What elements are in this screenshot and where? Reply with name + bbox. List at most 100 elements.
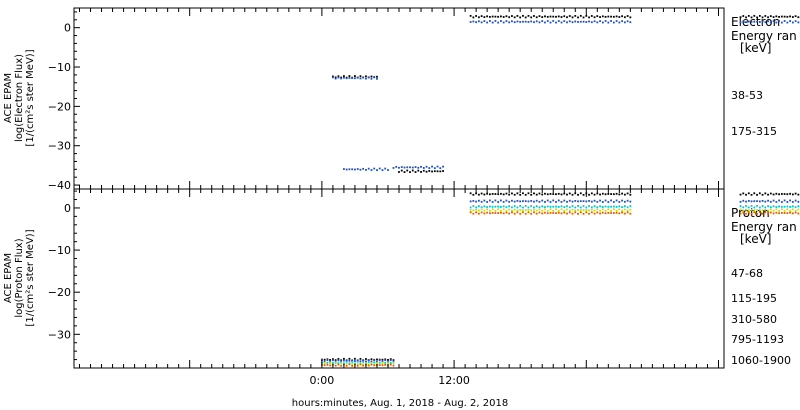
electron-point [522, 14, 524, 17]
proton-point [574, 211, 577, 214]
electron-point [343, 168, 345, 170]
proton-point [775, 208, 778, 211]
proton-point [577, 193, 579, 196]
electron-point [348, 75, 351, 77]
electron-point [607, 21, 610, 24]
proton-ytick-label--10: −10 [48, 244, 71, 257]
electron-point [411, 166, 414, 169]
proton-point [557, 206, 560, 208]
proton-point [789, 192, 792, 195]
electron-point [563, 20, 566, 23]
electron-point [530, 16, 533, 19]
proton-point [604, 205, 607, 208]
proton-point [599, 199, 601, 202]
proton-point [356, 359, 359, 362]
proton-point [323, 364, 326, 367]
electron-point [585, 21, 588, 23]
proton-point [365, 360, 367, 363]
electron-point [398, 171, 400, 173]
electron-point [533, 21, 535, 24]
electron-point [362, 167, 365, 170]
proton-point [747, 192, 750, 195]
proton-point [555, 208, 557, 211]
proton-point [750, 205, 753, 207]
proton-point [753, 209, 756, 212]
proton-point [791, 201, 794, 203]
electron-point [505, 20, 508, 23]
proton-point [786, 201, 789, 203]
proton-point [769, 200, 772, 203]
electron-point [373, 76, 376, 79]
proton-point [563, 192, 566, 195]
electron-point [588, 20, 590, 23]
electron-point [601, 21, 604, 24]
electron-point [409, 171, 411, 173]
proton-point [629, 200, 632, 203]
electron-point [535, 16, 538, 19]
proton-point [483, 199, 486, 202]
proton-point [348, 357, 351, 360]
electron-point [626, 20, 629, 23]
proton-point [480, 211, 483, 214]
proton-point [590, 200, 593, 203]
electron-point [359, 75, 362, 78]
electron-point [508, 16, 511, 19]
electron-point [488, 15, 491, 18]
proton-point [629, 208, 632, 211]
proton-point [577, 205, 579, 207]
electron-point [756, 20, 758, 23]
proton-point [797, 193, 800, 196]
electron-point [433, 167, 436, 170]
proton-point [612, 201, 615, 203]
electron-point [544, 15, 546, 18]
proton-point [590, 192, 593, 195]
proton-point [362, 360, 365, 363]
proton-point [367, 361, 370, 363]
proton-point [494, 209, 497, 212]
proton-point [599, 209, 601, 212]
proton-point [524, 204, 527, 207]
proton-point [621, 209, 623, 212]
proton-point [477, 212, 480, 215]
electron-point [524, 16, 527, 19]
proton-point [337, 359, 340, 362]
electron-point [739, 16, 742, 19]
time-axis: 0:00 12:00 [79, 8, 719, 387]
proton-point [522, 200, 524, 203]
proton-point [742, 206, 745, 209]
electron-point [764, 15, 767, 17]
electron-point [348, 77, 351, 79]
electron-point [615, 15, 618, 18]
proton-point [538, 208, 541, 211]
electron-point [593, 16, 596, 19]
electron-point [604, 20, 607, 22]
proton-point [568, 206, 571, 209]
proton-point [508, 205, 511, 208]
electron-point [791, 16, 794, 18]
proton-point [381, 362, 384, 364]
proton-point [555, 193, 557, 196]
electron-point [354, 75, 356, 77]
proton-point [745, 208, 747, 211]
proton-flux-panel: ACE EPAM log(Proton Flux) [1/(cm²s ster … [3, 188, 800, 369]
proton-point [767, 199, 769, 202]
proton-point [596, 206, 599, 209]
proton-point [549, 211, 552, 214]
proton-point [384, 359, 387, 361]
proton-point [607, 201, 610, 203]
electron-point [477, 16, 480, 19]
proton-point [775, 211, 778, 214]
electron-point [769, 15, 772, 18]
proton-point [764, 200, 767, 203]
electron-point [483, 16, 486, 19]
electron-point [472, 20, 475, 23]
electron-point [789, 20, 792, 22]
electron-point [530, 20, 533, 23]
proton-point [351, 359, 354, 362]
proton-point [376, 360, 378, 363]
proton-point [541, 209, 544, 212]
proton-point [538, 192, 541, 195]
electron-point [596, 21, 599, 24]
proton-point [527, 208, 530, 211]
